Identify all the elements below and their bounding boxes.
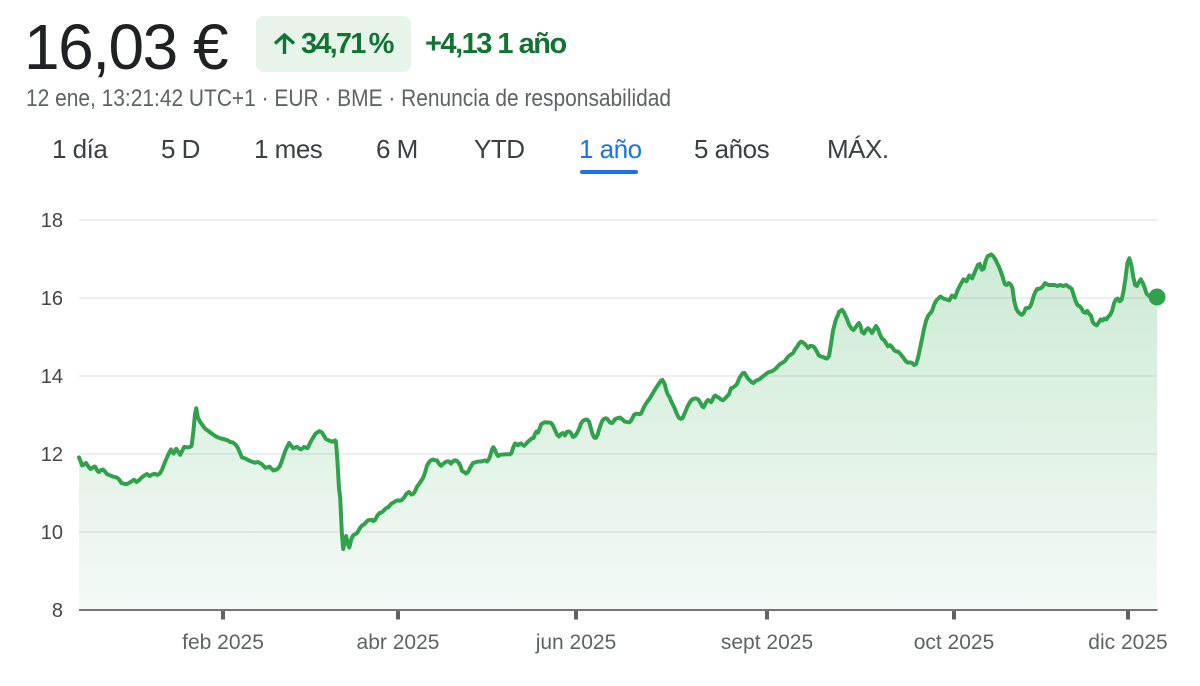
svg-text:feb 2025: feb 2025 xyxy=(182,631,264,654)
svg-text:dic 2025: dic 2025 xyxy=(1088,631,1167,654)
svg-text:abr 2025: abr 2025 xyxy=(357,631,440,654)
svg-text:12: 12 xyxy=(41,444,63,466)
svg-text:14: 14 xyxy=(41,366,63,388)
svg-text:jun 2025: jun 2025 xyxy=(535,631,617,654)
svg-text:oct 2025: oct 2025 xyxy=(914,631,995,654)
svg-text:8: 8 xyxy=(52,600,63,622)
svg-text:16: 16 xyxy=(41,288,63,310)
svg-text:10: 10 xyxy=(41,522,63,544)
svg-text:sept 2025: sept 2025 xyxy=(721,631,813,654)
svg-text:18: 18 xyxy=(41,210,63,232)
